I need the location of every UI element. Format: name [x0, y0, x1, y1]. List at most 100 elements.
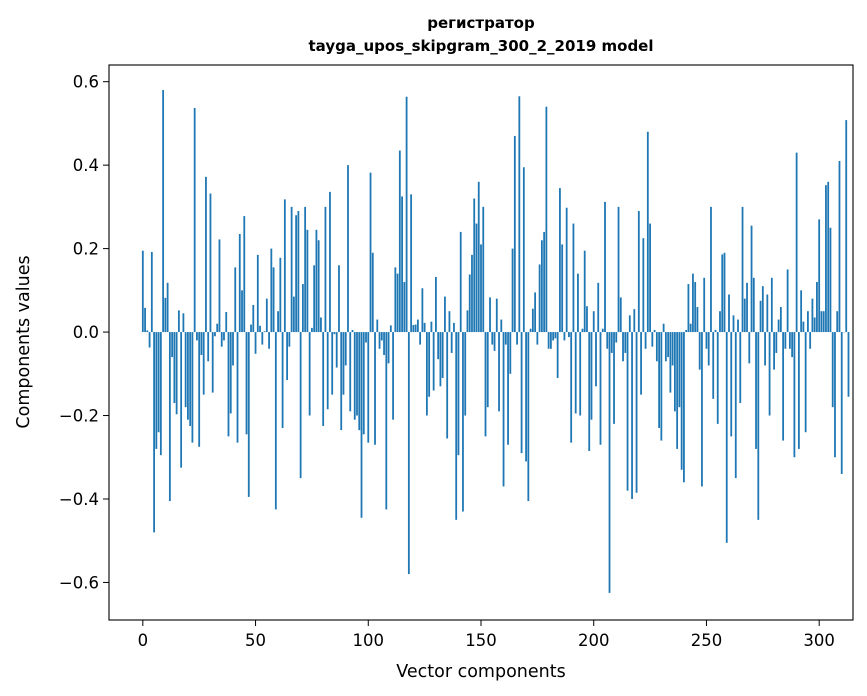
bar-178 — [543, 231, 546, 333]
bar-293 — [802, 321, 805, 333]
bar-231 — [662, 323, 665, 333]
bar-105 — [378, 332, 381, 349]
bar-238 — [678, 332, 681, 408]
bar-263 — [734, 332, 737, 479]
bar-227 — [653, 329, 656, 333]
bar-253 — [712, 332, 715, 399]
bar-38 — [227, 332, 230, 437]
bar-284 — [782, 332, 785, 441]
bar-166 — [516, 332, 518, 345]
bar-29 — [207, 332, 210, 362]
bar-14 — [173, 332, 176, 404]
bar-70 — [299, 332, 302, 479]
bar-110 — [389, 325, 392, 333]
bar-57 — [270, 248, 273, 333]
bar-108 — [385, 332, 388, 510]
bar-78 — [317, 240, 320, 333]
bar-154 — [489, 297, 491, 333]
bar-172 — [529, 328, 532, 333]
bar-135 — [446, 332, 449, 439]
bar-125 — [423, 322, 426, 333]
bar-147 — [473, 198, 476, 333]
bar-185 — [559, 188, 561, 333]
y-tick-label: 0.6 — [73, 73, 99, 92]
bar-252 — [710, 206, 712, 333]
bar-219 — [635, 332, 638, 493]
bar-37 — [225, 312, 228, 333]
bar-66 — [290, 206, 293, 333]
bar-62 — [281, 332, 284, 429]
bar-101 — [369, 172, 372, 333]
bar-272 — [755, 332, 757, 449]
bar-114 — [398, 150, 401, 333]
bar-3 — [148, 332, 151, 348]
bar-146 — [471, 254, 473, 333]
bar-120 — [412, 324, 415, 333]
bar-194 — [579, 332, 582, 416]
bar-187 — [563, 332, 566, 341]
bar-288 — [791, 332, 794, 358]
bar-150 — [480, 244, 482, 333]
bar-4 — [150, 251, 153, 333]
bar-190 — [570, 332, 573, 443]
bar-16 — [177, 310, 180, 333]
bar-103 — [374, 332, 376, 445]
bar-25 — [198, 332, 201, 447]
bar-74 — [308, 332, 311, 416]
bar-2 — [146, 330, 149, 333]
bar-122 — [416, 319, 419, 333]
bar-303 — [825, 185, 827, 333]
bar-236 — [673, 332, 676, 412]
bar-239 — [680, 332, 683, 470]
bar-41 — [234, 267, 237, 333]
bar-234 — [669, 332, 672, 393]
bar-127 — [428, 332, 431, 397]
y-tick-label: −0.6 — [59, 573, 99, 592]
bar-141 — [459, 231, 462, 333]
bar-8 — [159, 332, 162, 456]
bar-67 — [292, 296, 295, 333]
bar-72 — [304, 206, 307, 333]
bar-63 — [283, 199, 286, 333]
bar-158 — [498, 332, 500, 412]
bar-18 — [182, 313, 185, 333]
bar-136 — [448, 311, 451, 333]
bar-270 — [750, 225, 753, 333]
bar-144 — [466, 310, 469, 333]
bar-46 — [245, 332, 248, 435]
bar-12 — [168, 332, 171, 502]
bar-264 — [737, 319, 739, 333]
x-axis-ticks: 0 50 100 150 200 250 300 — [138, 620, 835, 650]
bar-256 — [719, 311, 721, 333]
bar-249 — [703, 277, 706, 333]
bar-181 — [549, 332, 552, 349]
bar-278 — [768, 332, 771, 416]
bar-132 — [439, 332, 442, 387]
bar-170 — [525, 332, 527, 462]
bar-119 — [410, 194, 413, 333]
bar-305 — [829, 227, 832, 333]
bar-167 — [518, 96, 521, 333]
bar-83 — [329, 191, 331, 333]
bar-52 — [259, 325, 261, 333]
bar-84 — [331, 332, 334, 395]
bar-237 — [676, 332, 679, 449]
bar-13 — [171, 332, 174, 358]
bar-307 — [834, 332, 836, 458]
bar-7 — [157, 332, 160, 433]
bar-58 — [272, 267, 275, 333]
bar-138 — [453, 322, 455, 333]
bar-247 — [698, 332, 701, 370]
bar-261 — [730, 332, 733, 437]
y-tick-label: −0.2 — [59, 407, 99, 426]
bar-142 — [462, 332, 464, 512]
bar-192 — [574, 332, 577, 414]
bar-112 — [394, 267, 397, 333]
bar-55 — [265, 298, 268, 333]
bar-176 — [538, 264, 541, 333]
bar-255 — [716, 332, 719, 424]
bar-287 — [788, 332, 791, 349]
bar-312 — [845, 120, 848, 333]
bar-157 — [495, 298, 498, 333]
bar-277 — [766, 294, 769, 333]
